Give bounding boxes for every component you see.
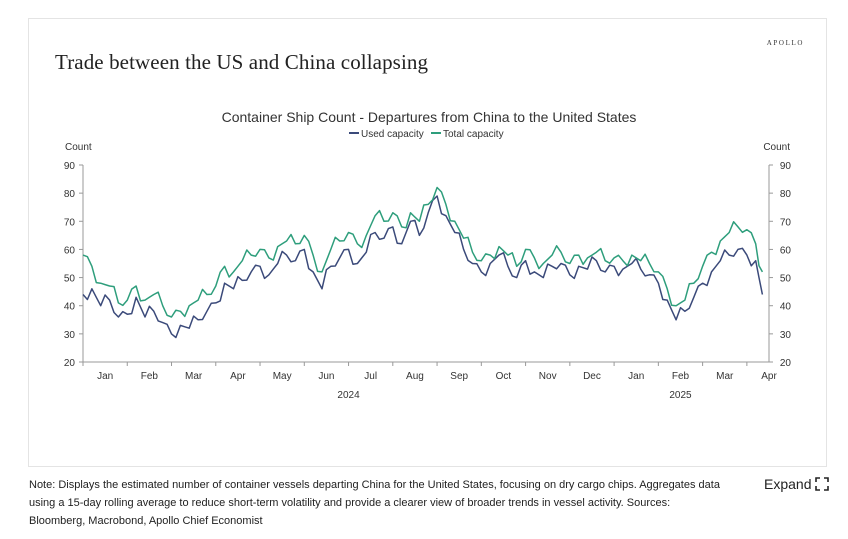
x-year-label: 2024 xyxy=(337,390,360,401)
x-axis: Jan Feb Mar Apr May Jun Jul Aug Sep Oct Nov Dec Jan F… xyxy=(82,361,777,401)
series-line-used-capacity xyxy=(82,195,764,339)
y-tick-label-left: 40 xyxy=(64,302,76,313)
y-tick-label-right: 80 xyxy=(780,189,792,200)
x-tick-label: Apr xyxy=(761,371,777,382)
y-tick-label-left: 60 xyxy=(64,245,76,256)
x-tick-label: Feb xyxy=(672,371,690,382)
legend-label-total: Total capacity xyxy=(443,129,504,140)
y-tick-label-left: 80 xyxy=(64,189,76,200)
brand-logo: APOLLO xyxy=(766,39,804,47)
headline: Trade between the US and China collapsin… xyxy=(55,50,429,74)
x-tick-label: May xyxy=(273,371,292,382)
legend-label-used: Used capacity xyxy=(361,129,424,140)
y-axis-right: 20 30 40 50 60 70 80 90 xyxy=(768,161,792,369)
x-tick-label: Oct xyxy=(496,371,512,382)
x-tick-label: Feb xyxy=(141,371,159,382)
y-tick-label-right: 30 xyxy=(780,330,792,341)
x-tick-label: Aug xyxy=(406,371,424,382)
y-tick-label-right: 50 xyxy=(780,274,792,285)
x-tick-label: Mar xyxy=(185,371,203,382)
y-tick-label-left: 90 xyxy=(64,161,76,172)
y-axis-left: 20 30 40 50 60 70 80 90 xyxy=(64,161,84,369)
y-tick-label-right: 90 xyxy=(780,161,792,172)
x-tick-label: Jan xyxy=(97,371,113,382)
chart-card: Trade between the US and China collapsin… xyxy=(28,18,827,467)
x-tick-label: Nov xyxy=(539,371,557,382)
expand-button[interactable]: Expand xyxy=(764,476,830,492)
x-tick-label: Dec xyxy=(583,371,601,382)
series-line-total-capacity xyxy=(82,186,764,318)
expand-arrows-icon xyxy=(815,477,830,491)
y-tick-label-right: 70 xyxy=(780,217,792,228)
y-tick-label-right: 40 xyxy=(780,302,792,313)
expand-label: Expand xyxy=(764,476,812,492)
x-tick-label: Jun xyxy=(318,371,334,382)
x-tick-label: Jul xyxy=(364,371,377,382)
y-axis-label-right: Count xyxy=(763,142,790,153)
legend: Used capacity Total capacity xyxy=(349,129,504,140)
line-chart: Container Ship Count - Departures from C… xyxy=(64,109,792,401)
x-tick-label: Mar xyxy=(716,371,734,382)
y-tick-label-right: 60 xyxy=(780,245,792,256)
y-axis-label-left: Count xyxy=(65,142,92,153)
y-tick-label-left: 50 xyxy=(64,274,76,285)
y-tick-label-left: 70 xyxy=(64,217,76,228)
x-tick-label: Sep xyxy=(450,371,468,382)
footnote: Note: Displays the estimated number of c… xyxy=(29,479,720,527)
chart-title: Container Ship Count - Departures from C… xyxy=(222,109,637,125)
series-group xyxy=(82,186,764,339)
y-tick-label-right: 20 xyxy=(780,358,792,369)
y-tick-label-left: 20 xyxy=(64,358,76,369)
x-tick-label: Apr xyxy=(230,371,246,382)
x-year-label: 2025 xyxy=(669,390,692,401)
x-tick-label: Jan xyxy=(628,371,644,382)
y-tick-label-left: 30 xyxy=(64,330,76,341)
